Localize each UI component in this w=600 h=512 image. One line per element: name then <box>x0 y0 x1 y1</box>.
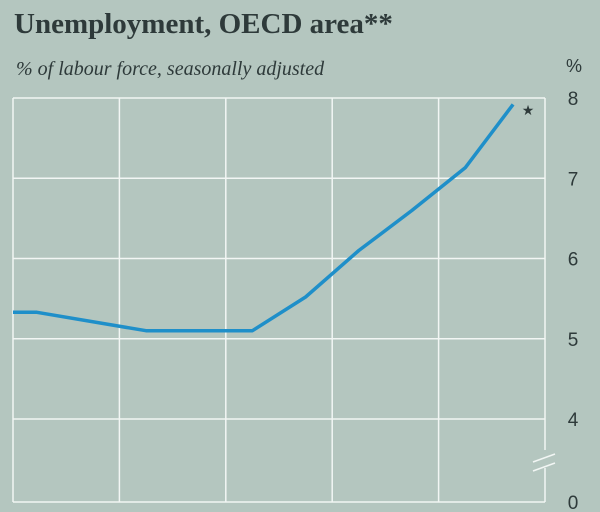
chart-subtitle: % of labour force, seasonally adjusted <box>16 58 325 80</box>
end-note-marker: ★ <box>522 103 535 119</box>
axis-break-mark <box>532 453 556 463</box>
y-axis-unit: % <box>566 56 583 76</box>
y-tick-label: 6 <box>568 250 579 271</box>
y-tick-label: 5 <box>568 330 579 351</box>
series-line <box>13 103 515 333</box>
y-tick-label: 4 <box>568 410 579 431</box>
chart-title: Unemployment, OECD area** <box>14 8 393 40</box>
y-tick-label: 8 <box>568 89 579 110</box>
y-tick-label: 0 <box>568 493 579 512</box>
y-tick-label: 7 <box>568 169 579 190</box>
axis-break-mark <box>532 462 556 472</box>
